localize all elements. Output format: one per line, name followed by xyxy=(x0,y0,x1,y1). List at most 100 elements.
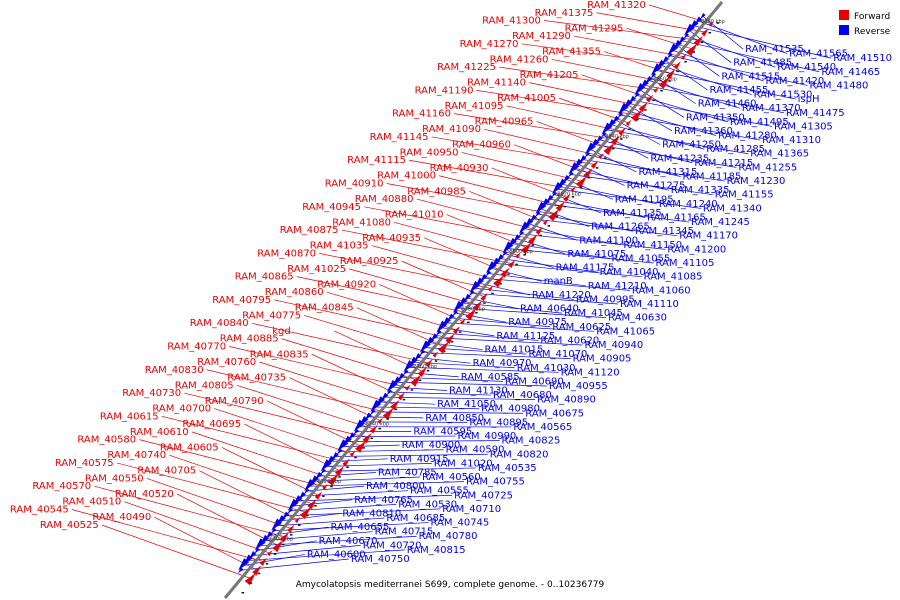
forward-gene[interactable] xyxy=(244,573,256,586)
forward-gene-label[interactable]: RAM_41270 xyxy=(460,39,519,50)
forward-gene[interactable] xyxy=(487,285,494,292)
forward-gene[interactable] xyxy=(452,326,461,335)
forward-gene-label[interactable]: RAM_40865 xyxy=(235,272,294,283)
forward-gene[interactable] xyxy=(437,341,449,354)
forward-gene-label[interactable]: RAM_40490 xyxy=(92,512,151,523)
forward-gene[interactable] xyxy=(555,201,565,212)
forward-gene-label[interactable]: RAM_41375 xyxy=(535,8,594,19)
reverse-gene[interactable] xyxy=(584,142,596,155)
forward-gene[interactable] xyxy=(666,69,676,80)
forward-gene-label[interactable]: RAM_41355 xyxy=(542,47,601,58)
reverse-gene-label[interactable]: RAM_40995 xyxy=(576,294,635,305)
reverse-gene-label[interactable]: RAM_41055 xyxy=(611,253,670,264)
reverse-gene-label[interactable]: RAM_40975 xyxy=(508,317,567,328)
forward-gene-label[interactable]: RAM_40510 xyxy=(62,497,121,508)
reverse-gene[interactable] xyxy=(683,32,690,39)
forward-gene-label[interactable]: RAM_41205 xyxy=(520,70,579,81)
forward-gene[interactable] xyxy=(405,384,411,391)
reverse-gene-label[interactable]: RAM_41235 xyxy=(650,153,709,164)
reverse-gene-label[interactable]: RAM_41255 xyxy=(738,162,797,173)
forward-gene-label[interactable]: RAM_40740 xyxy=(107,450,166,461)
forward-gene-label[interactable]: RAM_41035 xyxy=(310,241,369,252)
reverse-gene-label[interactable]: RAM_41060 xyxy=(632,285,691,296)
reverse-gene-label[interactable]: RAM_41515 xyxy=(721,71,780,82)
forward-gene-label[interactable]: RAM_40580 xyxy=(77,435,136,446)
forward-gene-label[interactable]: RAM_40960 xyxy=(452,140,511,151)
reverse-gene-label[interactable]: RAM_40815 xyxy=(407,545,466,556)
forward-gene-label[interactable]: RAM_40520 xyxy=(115,489,174,500)
forward-gene-label[interactable]: RAM_40605 xyxy=(160,442,219,453)
reverse-gene-label[interactable]: RAM_40850 xyxy=(425,413,484,424)
reverse-gene-label[interactable]: RAM_40560 xyxy=(422,472,481,483)
reverse-gene[interactable] xyxy=(304,478,316,492)
reverse-gene-label[interactable]: RAM_40780 xyxy=(419,531,478,542)
forward-gene[interactable] xyxy=(603,142,615,156)
forward-gene-label[interactable]: RAM_40950 xyxy=(400,147,459,158)
reverse-gene[interactable] xyxy=(271,518,283,531)
forward-gene-label[interactable]: RAM_41005 xyxy=(497,93,556,104)
reverse-gene-label[interactable]: RAM_40530 xyxy=(398,499,457,510)
reverse-gene-label[interactable]: RAM_40745 xyxy=(430,518,489,529)
reverse-gene-label[interactable]: RAM_40675 xyxy=(525,408,584,419)
reverse-gene-label[interactable]: RAM_40765 xyxy=(354,495,413,506)
reverse-gene-label[interactable]: RAM_40670 xyxy=(319,536,378,547)
forward-gene-label[interactable]: RAM_40945 xyxy=(302,202,361,213)
forward-gene[interactable] xyxy=(708,20,715,27)
forward-gene[interactable] xyxy=(610,135,621,146)
forward-gene[interactable] xyxy=(493,275,505,288)
forward-gene-label[interactable]: RAM_41010 xyxy=(385,210,444,221)
reverse-gene[interactable] xyxy=(502,250,508,257)
forward-gene-label[interactable]: RAM_41080 xyxy=(332,217,391,228)
reverse-gene-label[interactable]: RAM_41280 xyxy=(718,131,777,142)
forward-gene[interactable] xyxy=(638,102,648,113)
reverse-gene-label[interactable]: RAM_40535 xyxy=(478,463,537,474)
reverse-gene-label[interactable]: RAM_40680 xyxy=(493,390,552,401)
reverse-gene-label[interactable]: RAM_41310 xyxy=(762,135,821,146)
reverse-gene-label[interactable]: RAM_41360 xyxy=(674,126,733,137)
reverse-gene[interactable] xyxy=(419,349,426,356)
reverse-gene-label[interactable]: RAM_40900 xyxy=(402,440,461,451)
reverse-gene-label[interactable]: RAM_41305 xyxy=(774,121,833,132)
reverse-gene-label[interactable]: RAM_40725 xyxy=(454,490,513,501)
forward-gene[interactable] xyxy=(334,466,345,477)
forward-gene[interactable] xyxy=(535,226,543,235)
forward-gene-label[interactable]: RAM_41115 xyxy=(347,155,406,166)
forward-gene[interactable] xyxy=(425,359,433,368)
reverse-gene[interactable] xyxy=(403,360,415,373)
reverse-gene[interactable] xyxy=(551,181,563,195)
reverse-gene-label[interactable]: RAM_40970 xyxy=(473,358,532,369)
forward-gene[interactable] xyxy=(548,209,560,222)
reverse-gene-label[interactable]: RAM_41345 xyxy=(635,226,694,237)
reverse-gene[interactable] xyxy=(452,300,464,313)
forward-gene-label[interactable]: RAM_40965 xyxy=(475,116,534,127)
reverse-gene[interactable] xyxy=(370,399,382,412)
forward-gene-label[interactable]: RAM_40695 xyxy=(182,419,241,430)
reverse-gene[interactable] xyxy=(485,261,497,274)
forward-gene-label[interactable]: RAM_40875 xyxy=(280,225,339,236)
reverse-gene-label[interactable]: RAM_41420 xyxy=(765,76,824,87)
reverse-gene[interactable] xyxy=(683,23,695,36)
reverse-gene[interactable] xyxy=(452,309,459,317)
reverse-gene-label[interactable]: ispH xyxy=(798,94,820,105)
reverse-gene-label[interactable]: RAM_41200 xyxy=(667,244,726,255)
forward-gene-label[interactable]: RAM_40920 xyxy=(317,279,376,290)
reverse-gene-label[interactable]: RAM_41340 xyxy=(703,203,762,214)
reverse-gene[interactable] xyxy=(584,151,591,158)
reverse-gene-label[interactable]: RAM_41275 xyxy=(627,181,686,192)
reverse-gene[interactable] xyxy=(518,230,525,237)
forward-gene[interactable] xyxy=(563,193,571,202)
reverse-gene-label[interactable]: RAM_41195 xyxy=(615,194,674,205)
forward-gene[interactable] xyxy=(645,94,654,103)
forward-gene-label[interactable]: RAM_41145 xyxy=(370,132,429,143)
reverse-gene[interactable] xyxy=(336,448,343,455)
reverse-gene-label[interactable]: RAM_41065 xyxy=(596,326,655,337)
reverse-gene-label[interactable]: RAM_41020 xyxy=(434,458,493,469)
forward-gene[interactable] xyxy=(272,539,284,553)
forward-gene[interactable] xyxy=(432,351,439,358)
reverse-gene-label[interactable]: RAM_41245 xyxy=(691,217,750,228)
reverse-gene-label[interactable]: RAM_40895 xyxy=(469,417,528,428)
forward-gene[interactable] xyxy=(279,532,289,543)
reverse-gene[interactable] xyxy=(287,507,293,515)
reverse-gene[interactable] xyxy=(303,488,310,495)
reverse-gene-label[interactable]: RAM_41240 xyxy=(659,199,718,210)
